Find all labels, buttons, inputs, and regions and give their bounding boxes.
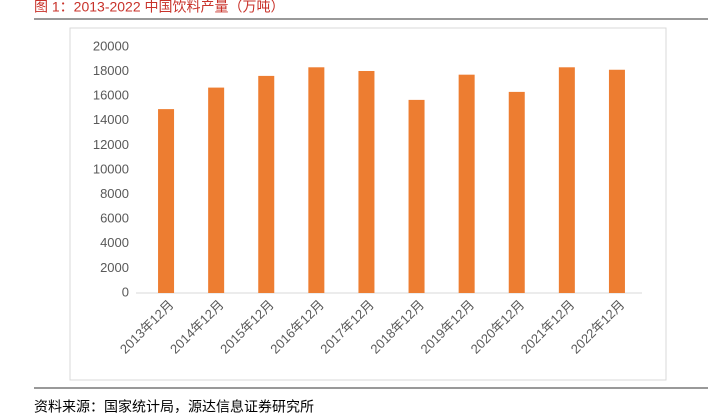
bar bbox=[608, 69, 625, 293]
chart-title: 图 1：2013-2022 中国饮料产量（万吨） bbox=[34, 0, 285, 15]
chart-frame bbox=[69, 27, 667, 381]
y-tick-label: 16000 bbox=[93, 88, 129, 103]
bar bbox=[408, 99, 425, 293]
y-tick-label: 0 bbox=[122, 284, 129, 299]
bar bbox=[558, 67, 575, 293]
source: 资料来源：国家统计局，源达信息证券研究所 bbox=[34, 399, 314, 415]
y-tick-label: 18000 bbox=[93, 63, 129, 78]
y-tick-label: 10000 bbox=[93, 161, 129, 176]
bar bbox=[508, 91, 525, 294]
bar bbox=[158, 109, 175, 294]
bar bbox=[358, 70, 375, 293]
y-tick-label: 8000 bbox=[100, 186, 129, 201]
y-tick-label: 20000 bbox=[93, 38, 129, 53]
bar bbox=[458, 74, 475, 293]
bar bbox=[258, 75, 275, 293]
y-tick-label: 14000 bbox=[93, 112, 129, 127]
y-tick-label: 4000 bbox=[100, 235, 129, 250]
y-tick-label: 12000 bbox=[93, 137, 129, 152]
y-tick-label: 6000 bbox=[100, 211, 129, 226]
x-tick-label: 2022年12月 bbox=[568, 297, 628, 357]
bar bbox=[308, 67, 325, 293]
bar bbox=[208, 87, 225, 293]
y-tick-label: 2000 bbox=[100, 260, 129, 275]
